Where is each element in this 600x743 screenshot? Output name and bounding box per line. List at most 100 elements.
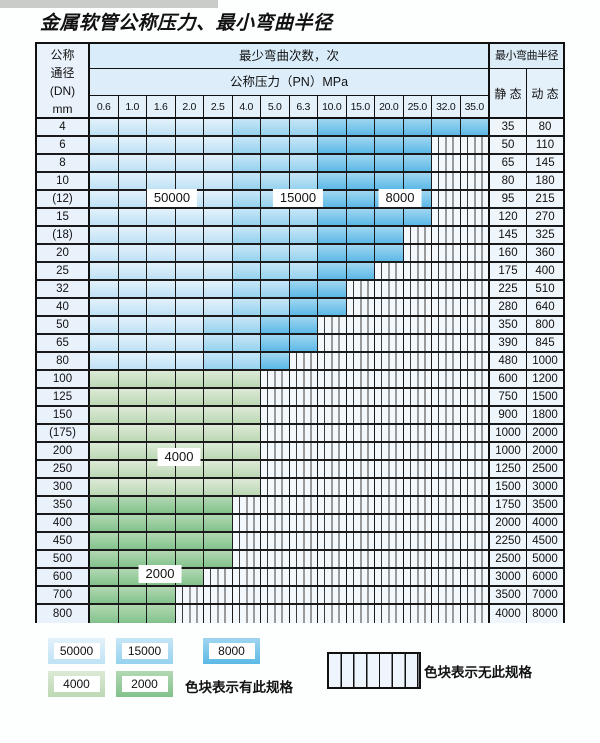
pn-column-header: 4.0 [233, 96, 261, 117]
pn-cells [90, 425, 490, 441]
radius-values: 750 1500 [490, 389, 563, 405]
spec-cell [118, 533, 147, 549]
no-spec-cell [375, 371, 404, 387]
spec-cell [118, 263, 147, 279]
table-row: 8 65 145 [37, 155, 563, 173]
spec-cell [232, 299, 261, 315]
spec-cell [346, 227, 375, 243]
spec-cell [147, 497, 176, 513]
no-spec-cell [375, 407, 404, 423]
no-spec-cell [460, 155, 488, 171]
no-spec-cell [261, 407, 290, 423]
spec-cell [375, 173, 404, 189]
spec-cell [147, 281, 176, 297]
no-spec-cell [289, 551, 318, 567]
no-spec-cell [318, 605, 347, 623]
zone-label-4000: 4000 [157, 448, 201, 466]
no-spec-cell [289, 479, 318, 495]
pn-cells [90, 209, 490, 225]
spec-cell [147, 479, 176, 495]
spec-cell [175, 497, 204, 513]
no-spec-cell [403, 245, 432, 261]
pn-columns-row: 0.6 1.0 1.6 2.0 2.5 4.0 5.0 6.3 10.0 15.0 20.0 25.0… [90, 96, 488, 117]
pn-column-header: 5.0 [261, 96, 290, 117]
static-radius-cell: 3500 [490, 587, 527, 603]
no-spec-cell [232, 551, 261, 567]
spec-cell [175, 371, 204, 387]
no-spec-cell [318, 551, 347, 567]
spec-cell [175, 173, 204, 189]
no-spec-cell [375, 389, 404, 405]
dynamic-radius-cell: 145 [527, 155, 563, 171]
no-spec-cell [432, 515, 461, 531]
no-spec-cell [432, 461, 461, 477]
spec-cell [90, 371, 119, 387]
no-spec-cell [403, 533, 432, 549]
spec-cell [90, 209, 119, 225]
radius-values: 175 400 [490, 263, 563, 279]
no-spec-cell [403, 425, 432, 441]
spec-cell [318, 119, 347, 135]
spec-cell [204, 515, 233, 531]
pn-cells [90, 461, 490, 477]
spec-cell [318, 155, 347, 171]
no-spec-cell [232, 515, 261, 531]
no-spec-cell [261, 533, 290, 549]
spec-cell [175, 353, 204, 369]
no-spec-cell [375, 353, 404, 369]
spec-cell [90, 497, 119, 513]
dn-cell: 10 [37, 173, 90, 189]
spec-cell [175, 119, 204, 135]
no-spec-cell [318, 479, 347, 495]
pn-cells [90, 173, 490, 189]
legend-swatch-value: 50000 [53, 643, 100, 659]
radius-values: 1000 2000 [490, 425, 563, 441]
dn-cell: 450 [37, 533, 90, 549]
no-spec-cell [375, 479, 404, 495]
spec-cell [289, 173, 318, 189]
radius-values: 50 110 [490, 137, 563, 153]
no-spec-cell [375, 443, 404, 459]
table-header: 公称 通径 (DN) mm 最少弯曲次数，次 公称压力（PN）MPa 0.6 1.… [37, 44, 563, 119]
no-spec-cell [460, 425, 488, 441]
no-spec-cell [460, 353, 488, 369]
spec-cell [289, 119, 318, 135]
spec-cell [375, 209, 404, 225]
spec-cell [147, 119, 176, 135]
no-spec-cell [403, 605, 432, 623]
spec-cell [147, 407, 176, 423]
no-spec-cell [403, 335, 432, 351]
pn-column-header: 20.0 [375, 96, 404, 117]
pn-cells [90, 407, 490, 423]
spec-cell [204, 425, 233, 441]
no-spec-cell [432, 227, 461, 243]
spec-cell [204, 461, 233, 477]
spec-cell [204, 191, 233, 207]
pn-column-header: 25.0 [404, 96, 432, 117]
pressure-header: 公称压力（PN）MPa [90, 69, 488, 96]
no-spec-cell [318, 389, 347, 405]
dn-cell: 32 [37, 281, 90, 297]
spec-cell [232, 263, 261, 279]
table-row: 4 35 80 [37, 119, 563, 137]
dynamic-radius-cell: 360 [527, 245, 563, 261]
spec-cell [261, 245, 290, 261]
spec-cell [90, 191, 119, 207]
table-row: 500 2500 5000 [37, 551, 563, 569]
radius-values: 390 845 [490, 335, 563, 351]
dynamic-radius-cell: 4000 [527, 515, 563, 531]
no-spec-cell [460, 317, 488, 333]
legend-swatch-8000: 8000 [203, 638, 260, 664]
spec-cell [232, 371, 261, 387]
spec-cell [204, 245, 233, 261]
dynamic-radius-cell: 180 [527, 173, 563, 189]
dynamic-radius-cell: 215 [527, 191, 563, 207]
dynamic-radius-cell: 110 [527, 137, 563, 153]
no-spec-cell [261, 425, 290, 441]
legend-has-spec-text: 色块表示有此规格 [185, 680, 293, 695]
spec-cell [403, 209, 432, 225]
dn-cell: 500 [37, 551, 90, 567]
no-spec-cell [346, 371, 375, 387]
spec-cell [204, 479, 233, 495]
no-spec-cell [261, 479, 290, 495]
